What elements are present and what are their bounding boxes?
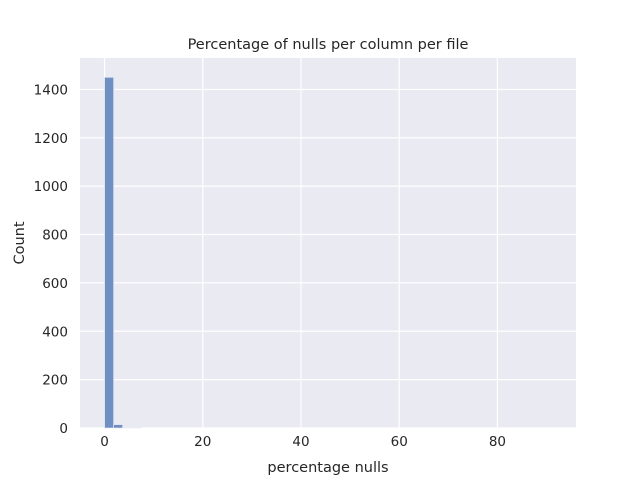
grid-lines: [80, 58, 576, 429]
x-tick-label: 80: [489, 434, 506, 450]
y-tick-label: 1400: [34, 82, 68, 98]
histogram-bar-0: [104, 77, 114, 429]
y-tick-label: 1200: [34, 131, 68, 147]
x-axis-ticks: 0 20 40 60 80: [100, 434, 506, 450]
y-axis-ticks: 0 200 400 600 800 1000 1200 1400: [34, 82, 68, 437]
x-axis-label: percentage nulls: [267, 460, 388, 476]
y-tick-label: 600: [42, 276, 68, 292]
chart-title: Percentage of nulls per column per file: [188, 37, 469, 53]
histogram-bars: [104, 77, 141, 429]
histogram-bar-1: [113, 424, 123, 429]
plot-background: [80, 58, 576, 428]
x-tick-label: 0: [100, 434, 109, 450]
x-tick-label: 60: [391, 434, 408, 450]
y-tick-label: 200: [42, 373, 68, 389]
x-tick-label: 20: [194, 434, 211, 450]
y-tick-label: 400: [42, 324, 68, 340]
y-axis-label: Count: [12, 221, 28, 264]
y-tick-label: 1000: [34, 179, 68, 195]
y-tick-label: 0: [59, 421, 68, 437]
y-tick-label: 800: [42, 228, 68, 244]
x-tick-label: 40: [292, 434, 309, 450]
